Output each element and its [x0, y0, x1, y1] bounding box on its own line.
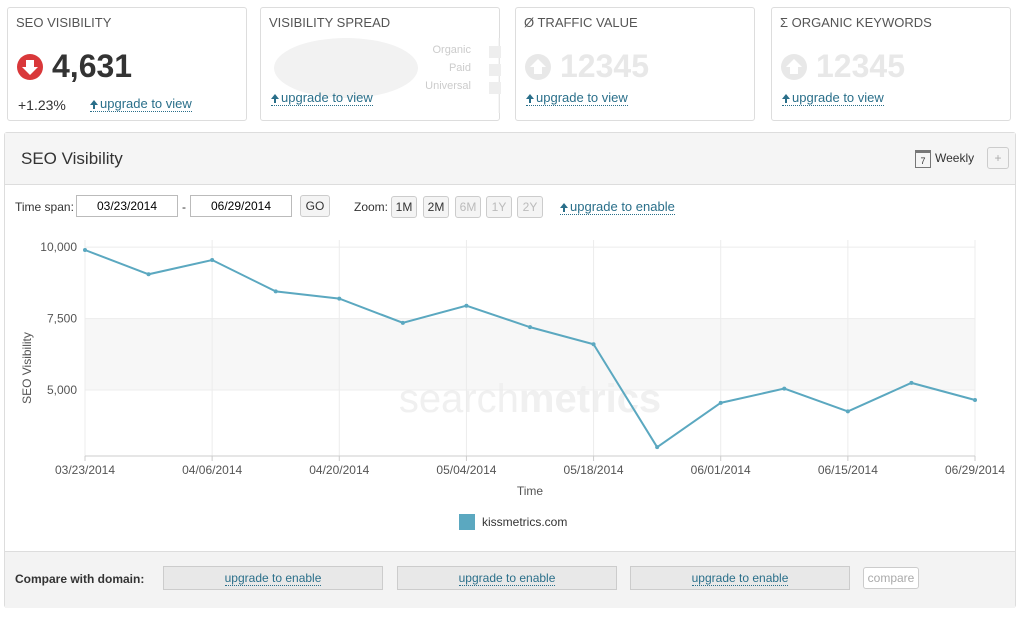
link-text: upgrade to view — [536, 90, 628, 105]
date-from[interactable]: 03/23/2014 — [76, 195, 178, 217]
dash: - — [182, 200, 186, 214]
down-icon — [17, 54, 43, 80]
timespan-label: Time span: — [15, 200, 74, 214]
card-value: 4,631 — [52, 48, 133, 84]
spread-placeholder — [274, 38, 501, 113]
slot-text: upgrade to enable — [458, 571, 556, 586]
add-button[interactable]: + — [987, 147, 1009, 169]
zoom-label: Zoom: — [354, 200, 389, 214]
interval-select[interactable]: Weekly — [935, 151, 975, 165]
legend-item: Universal — [425, 80, 471, 92]
date-to[interactable]: 06/29/2014 — [190, 195, 292, 217]
zoom-button[interactable]: 1M — [391, 196, 417, 218]
card-title: SEO VISIBILITY — [16, 15, 112, 30]
link-text: upgrade to view — [792, 90, 884, 105]
card-title: Σ ORGANIC KEYWORDS — [780, 15, 932, 30]
legend-item: Paid — [448, 62, 471, 74]
card-change: +1.23% — [18, 97, 66, 113]
upgrade-link[interactable]: upgrade to view — [782, 90, 884, 106]
link-text: upgrade to view — [281, 90, 373, 105]
card-value: 12345 — [560, 48, 649, 84]
up-icon — [525, 54, 551, 80]
card: Ø TRAFFIC VALUE 12345 upgrade to view — [515, 7, 755, 121]
card: VISIBILITY SPREAD Organic Paid Universal… — [260, 7, 501, 121]
panel-title: SEO Visibility — [21, 149, 123, 168]
zoom-button[interactable]: 2M — [423, 196, 449, 218]
legend-item: Organic — [432, 44, 471, 56]
card: SEO VISIBILITY 4,631 +1.23% upgrade to v… — [7, 7, 247, 121]
compare-slot[interactable]: upgrade to enable — [163, 566, 383, 590]
card-title: Ø TRAFFIC VALUE — [524, 15, 638, 30]
link-text: upgrade to enable — [570, 199, 675, 214]
link-text: upgrade to view — [100, 96, 192, 111]
card-value: 12345 — [816, 48, 905, 84]
upgrade-link[interactable]: upgrade to view — [271, 90, 373, 106]
go-button[interactable]: GO — [300, 195, 330, 217]
card-title: VISIBILITY SPREAD — [269, 15, 391, 30]
compare-button[interactable]: compare — [863, 567, 919, 589]
zoom-button: 6M — [455, 196, 481, 218]
compare-slot[interactable]: upgrade to enable — [630, 566, 850, 590]
panel-header: SEO Visibility 7 Weekly + — [5, 133, 1015, 185]
upgrade-link[interactable]: upgrade to view — [526, 90, 628, 106]
upgrade-link[interactable]: upgrade to view — [90, 96, 192, 112]
compare-label: Compare with domain: — [15, 572, 145, 586]
calendar-icon: 7 — [915, 150, 931, 168]
slot-text: upgrade to enable — [224, 571, 322, 586]
slot-text: upgrade to enable — [691, 571, 789, 586]
visibility-panel: SEO Visibility 7 Weekly + Time span: 03/… — [4, 132, 1016, 608]
compare-slot[interactable]: upgrade to enable — [397, 566, 617, 590]
card: Σ ORGANIC KEYWORDS 12345 upgrade to view — [771, 7, 1011, 121]
up-icon — [781, 54, 807, 80]
upgrade-link[interactable]: upgrade to enable — [560, 199, 675, 215]
zoom-button: 1Y — [486, 196, 512, 218]
zoom-button: 2Y — [517, 196, 543, 218]
